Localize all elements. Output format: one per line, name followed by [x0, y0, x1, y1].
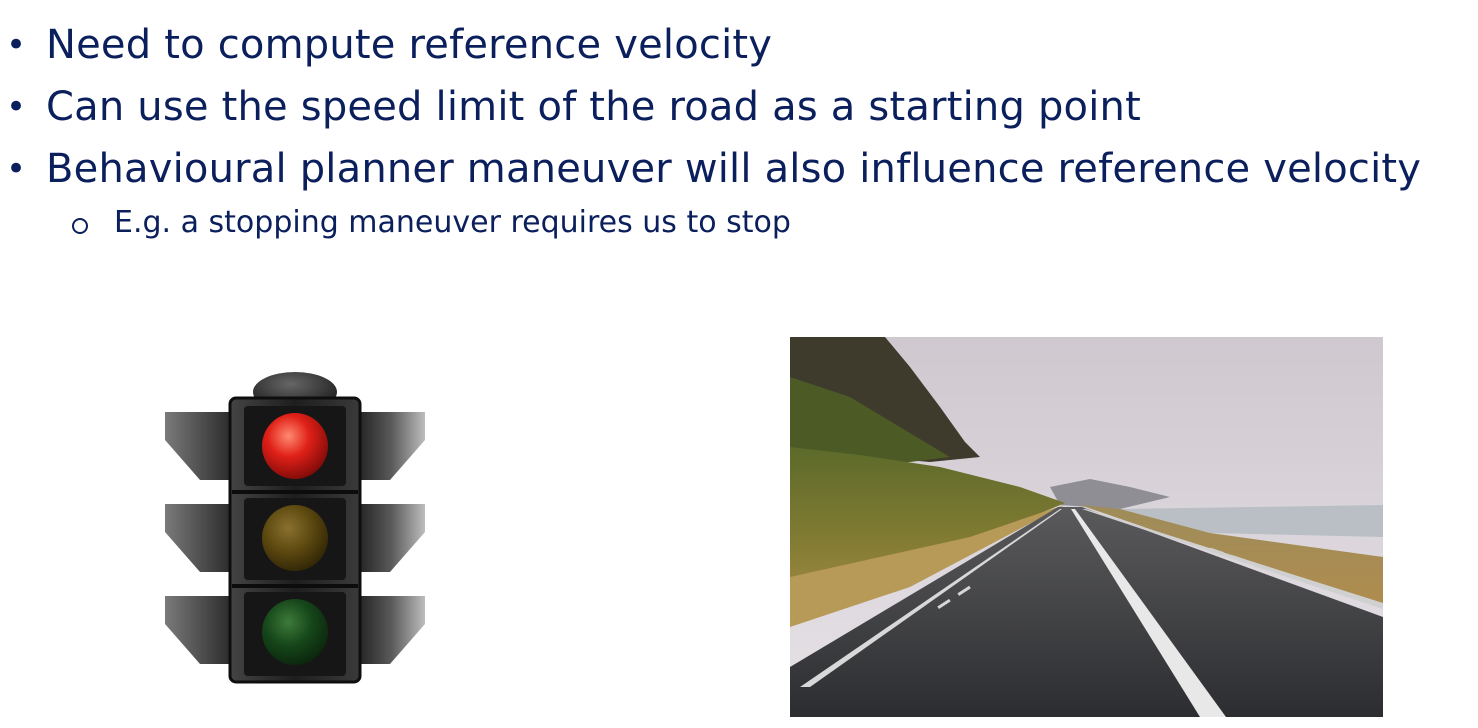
bullet-dot: • — [6, 149, 27, 189]
bullet-text: Can use the speed limit of the road as a… — [46, 84, 1141, 130]
bullet-item: • Can use the speed limit of the road as… — [0, 76, 1478, 138]
bullet-dot: • — [6, 25, 27, 65]
bullet-dot: • — [6, 87, 27, 127]
sub-bullet-item: E.g. a stopping maneuver requires us to … — [0, 200, 1478, 246]
bullet-text: Behavioural planner maneuver will also i… — [46, 146, 1422, 192]
traffic-light-icon — [165, 372, 425, 684]
bullet-item: • Behavioural planner maneuver will also… — [0, 138, 1478, 200]
bullet-text: Need to compute reference velocity — [46, 22, 773, 68]
bullet-list: • Need to compute reference velocity • C… — [0, 14, 1478, 246]
road-photo — [790, 337, 1383, 717]
sub-bullet-text: E.g. a stopping maneuver requires us to … — [114, 205, 791, 240]
bullet-item: • Need to compute reference velocity — [0, 14, 1478, 76]
sub-bullet-circle-icon — [72, 218, 88, 234]
